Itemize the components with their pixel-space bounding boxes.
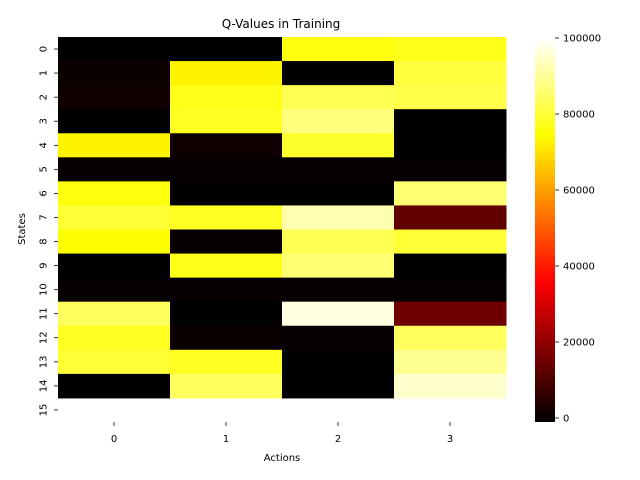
- heatmap-cell: [282, 37, 395, 62]
- y-tick-label: 0: [39, 46, 50, 52]
- heatmap-cell: [170, 61, 283, 86]
- heatmap-cell: [170, 109, 283, 134]
- colorbar-ticks: 0 20000 40000 60000 80000 100000: [555, 34, 601, 425]
- heatmap-cell: [394, 157, 507, 182]
- heatmap-cell: [58, 37, 171, 62]
- heatmap-cell: [170, 301, 283, 327]
- heatmap-cell: [58, 301, 171, 327]
- heatmap-cell: [394, 301, 507, 327]
- heatmap-cell: [282, 325, 395, 351]
- heatmap-cell: [394, 325, 507, 351]
- heatmap-cell: [394, 133, 507, 158]
- heatmap-cell: [170, 277, 283, 303]
- x-tick-label: 0: [111, 434, 117, 445]
- heatmap-cell: [170, 325, 283, 351]
- colorbar-tick-label: 80000: [563, 110, 595, 121]
- heatmap-cell: [170, 229, 283, 255]
- heatmap-cell: [170, 133, 283, 158]
- heatmap-cell: [394, 85, 507, 110]
- colorbar-tick-label: 40000: [563, 262, 595, 273]
- heatmap-cell: [58, 205, 171, 230]
- heatmap-cell: [282, 181, 395, 206]
- colorbar-tick-label: 100000: [563, 34, 601, 45]
- x-tick-label: 1: [223, 434, 229, 445]
- heatmap-cell: [58, 373, 171, 399]
- heatmap-cell: [170, 349, 283, 375]
- heatmap-cell: [58, 253, 171, 279]
- heatmap-cell: [282, 277, 395, 303]
- heatmap-cell: [58, 157, 171, 182]
- heatmap-cell: [170, 205, 283, 230]
- heatmap-cell: [170, 373, 283, 399]
- heatmap-cell: [394, 277, 507, 303]
- heatmap-cell: [170, 157, 283, 182]
- heatmap-cell: [58, 325, 171, 351]
- colorbar-tick-label: 60000: [563, 186, 595, 197]
- y-tick-label: 2: [39, 94, 50, 100]
- heatmap-cell: [282, 349, 395, 375]
- heatmap-cell: [58, 229, 171, 255]
- y-axis-label: States: [17, 213, 28, 245]
- x-tick-label: 2: [335, 434, 341, 445]
- heatmap-cell: [58, 61, 171, 86]
- heatmap-cell: [394, 109, 507, 134]
- heatmap-cell: [394, 37, 507, 62]
- heatmap-cell: [282, 253, 395, 279]
- heatmap-cell: [282, 229, 395, 255]
- heatmap-cell: [282, 373, 395, 399]
- colorbar-tick-label: 20000: [563, 338, 595, 349]
- y-tick-label: 11: [39, 307, 50, 320]
- x-axis-ticks: 0 1 2 3: [111, 422, 453, 445]
- heatmap-cell: [170, 181, 283, 206]
- y-tick-label: 12: [39, 331, 50, 344]
- y-tick-label: 5: [39, 166, 50, 172]
- y-tick-label: 13: [39, 355, 50, 368]
- heatmap-cell: [58, 181, 171, 206]
- y-tick-label: 1: [39, 70, 50, 76]
- y-tick-label: 15: [39, 404, 50, 417]
- heatmap-cell: [394, 61, 507, 86]
- colorbar-tick-label: 0: [563, 414, 569, 425]
- y-tick-label: 10: [39, 283, 50, 296]
- heatmap-cell: [282, 301, 395, 327]
- heatmap-cell: [394, 349, 507, 375]
- heatmap-cell: [282, 157, 395, 182]
- y-tick-label: 7: [39, 214, 50, 220]
- y-tick-label: 4: [39, 142, 50, 148]
- heatmap-cell: [394, 373, 507, 399]
- heatmap-cell: [282, 61, 395, 86]
- heatmap-cells: [58, 37, 507, 399]
- heatmap-cell: [394, 205, 507, 230]
- y-tick-label: 9: [39, 262, 50, 268]
- heatmap-cell: [394, 253, 507, 279]
- heatmap-cell: [282, 109, 395, 134]
- heatmap-cell: [58, 85, 171, 110]
- heatmap-cell: [58, 109, 171, 134]
- heatmap-cell: [58, 349, 171, 375]
- y-tick-label: 14: [39, 380, 50, 393]
- y-tick-label: 8: [39, 238, 50, 244]
- heatmap-cell: [58, 133, 171, 158]
- heatmap-cell: [170, 253, 283, 279]
- chart-title: Q-Values in Training: [222, 17, 341, 31]
- heatmap-cell: [170, 85, 283, 110]
- heatmap-cell: [58, 277, 171, 303]
- heatmap-cell: [282, 133, 395, 158]
- heatmap-cell: [170, 37, 283, 62]
- heatmap-cell: [394, 181, 507, 206]
- colorbar: [535, 37, 555, 422]
- y-tick-label: 3: [39, 118, 50, 124]
- y-tick-label: 6: [39, 190, 50, 196]
- heatmap-cell: [282, 205, 395, 230]
- x-tick-label: 3: [447, 434, 453, 445]
- heatmap-cell: [282, 85, 395, 110]
- x-axis-label: Actions: [264, 453, 301, 464]
- heatmap-cell: [394, 229, 507, 255]
